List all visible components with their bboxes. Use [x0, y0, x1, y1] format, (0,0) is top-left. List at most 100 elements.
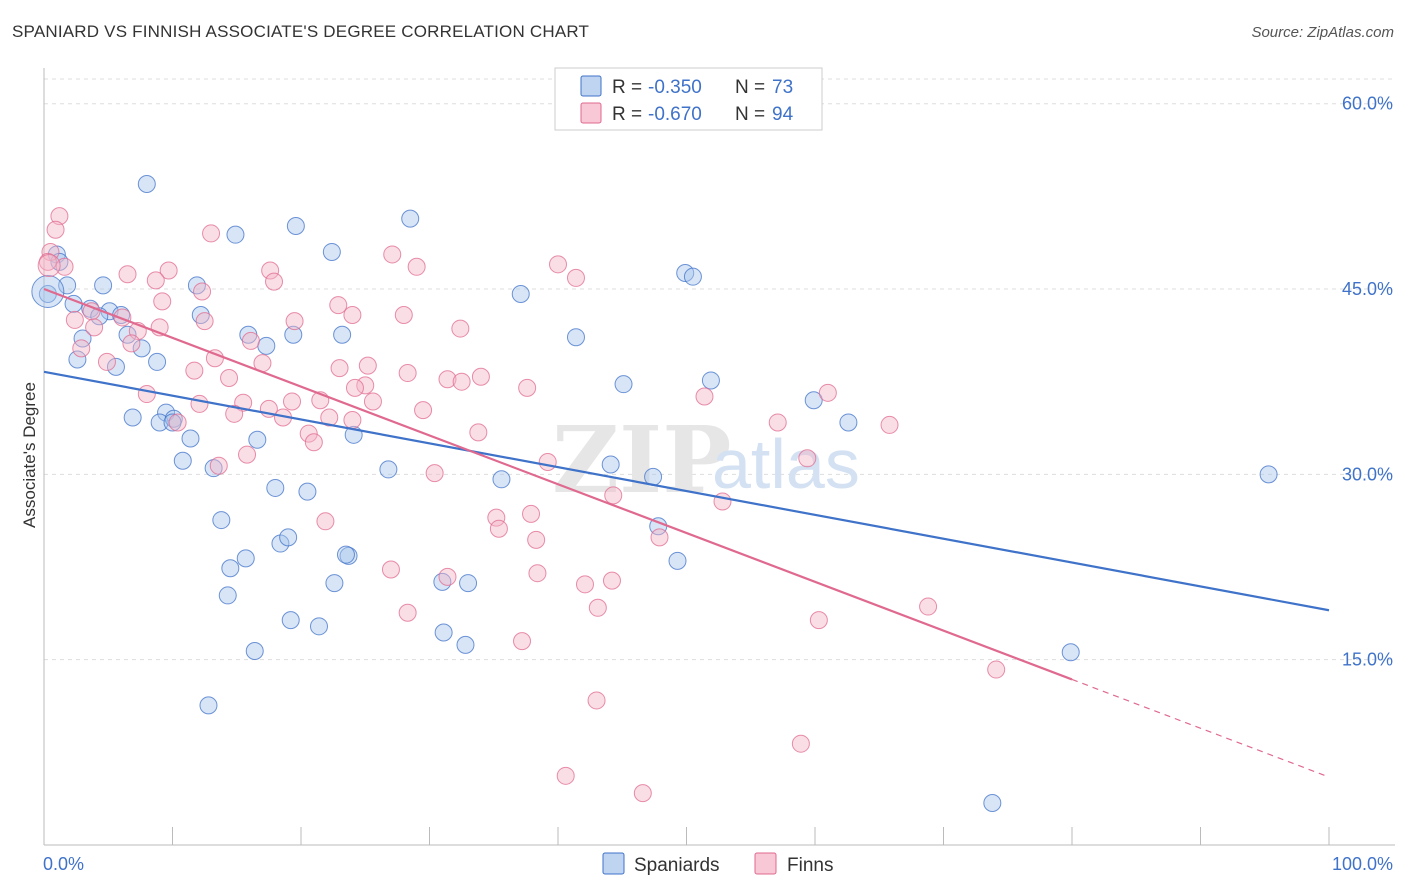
point-finns	[604, 486, 623, 505]
point-finns	[343, 410, 362, 429]
point-finns	[238, 445, 257, 464]
point-finns	[588, 598, 607, 617]
point-spaniards	[286, 217, 305, 236]
point-finns	[549, 255, 567, 274]
point-spaniards	[298, 482, 317, 501]
point-spaniards	[983, 793, 1002, 812]
series-legend-label-finns: Finns	[787, 855, 833, 876]
point-spaniards	[601, 455, 620, 474]
point-finns	[414, 401, 433, 420]
point-finns	[137, 385, 156, 404]
point-spaniards	[236, 549, 255, 568]
point-spaniards	[701, 371, 720, 390]
legend-swatch-spaniards	[580, 75, 602, 97]
point-finns	[113, 308, 132, 327]
point-spaniards	[279, 528, 298, 547]
point-finns	[38, 252, 57, 271]
point-spaniards	[173, 451, 192, 470]
point-finns	[398, 364, 417, 383]
axes	[43, 68, 1395, 846]
point-finns	[356, 376, 375, 395]
legend-r-value: -0.670	[648, 104, 702, 125]
point-finns	[345, 378, 364, 397]
point-spaniards	[226, 225, 245, 244]
point-spaniards	[566, 328, 585, 347]
point-finns	[791, 734, 810, 753]
point-finns	[383, 245, 402, 264]
point-finns	[72, 339, 91, 358]
point-finns	[527, 530, 546, 549]
point-finns	[153, 292, 172, 311]
point-finns	[168, 413, 187, 432]
point-finns	[650, 528, 669, 547]
point-spaniards	[434, 623, 453, 642]
point-spaniards	[839, 413, 858, 432]
point-spaniards	[281, 611, 300, 630]
point-finns	[363, 392, 382, 411]
watermark: ZIP atlas	[552, 406, 860, 514]
point-finns	[50, 207, 69, 226]
point-finns	[919, 597, 938, 616]
point-spaniards	[379, 460, 398, 479]
point-finns	[438, 567, 457, 586]
stats-legend: R = -0.350 N = 73 R = -0.670 N = 94	[554, 67, 823, 131]
point-spaniards	[68, 350, 87, 369]
point-spaniards	[218, 586, 237, 605]
point-finns	[602, 571, 621, 590]
point-finns	[394, 305, 413, 324]
point-finns	[118, 265, 137, 284]
point-finns	[522, 504, 541, 523]
point-spaniards	[123, 408, 142, 427]
point-finns	[97, 352, 116, 371]
point-finns	[159, 261, 178, 280]
point-finns	[329, 296, 348, 315]
point-spaniards	[1259, 465, 1278, 484]
point-finns	[381, 560, 400, 579]
point-spaniards	[137, 175, 156, 194]
point-spaniards	[284, 325, 303, 344]
point-finns	[425, 464, 444, 483]
series-legend: Spaniards Finns	[602, 852, 833, 876]
series-legend-swatch-spaniards	[602, 852, 625, 875]
point-finns	[283, 392, 302, 411]
point-finns	[225, 404, 244, 423]
point-spaniards	[333, 325, 352, 344]
point-finns	[202, 224, 221, 243]
point-spaniards	[199, 696, 218, 715]
point-spaniards	[73, 329, 92, 348]
point-finns	[880, 415, 899, 434]
point-spaniards	[401, 209, 420, 228]
watermark-atlas: atlas	[712, 425, 860, 503]
point-finns	[285, 312, 304, 331]
legend-r-label: R =	[612, 77, 642, 98]
point-spaniards	[257, 336, 276, 355]
point-finns	[220, 368, 239, 387]
series-legend-label-spaniards: Spaniards	[634, 855, 720, 876]
point-finns	[209, 456, 228, 475]
point-finns	[261, 261, 280, 280]
point-spaniards	[266, 478, 285, 497]
point-spaniards	[683, 267, 702, 286]
point-finns	[633, 784, 652, 803]
point-spaniards	[248, 430, 267, 449]
point-spaniards	[245, 642, 264, 661]
point-spaniards	[163, 413, 182, 432]
point-finns	[304, 433, 323, 452]
point-spaniards	[106, 357, 125, 376]
trend-line-spaniards	[43, 370, 1330, 612]
point-spaniards	[433, 572, 452, 591]
point-spaniards	[492, 470, 511, 489]
y-axis-label: Associate's Degree	[20, 382, 39, 528]
point-spaniards	[132, 339, 151, 358]
point-spaniards	[94, 276, 113, 295]
point-spaniards	[212, 511, 231, 530]
y-tick-label: 15.0%	[1342, 650, 1393, 670]
point-finns	[452, 372, 471, 391]
point-spaniards	[804, 391, 823, 410]
point-finns	[55, 257, 74, 276]
point-finns	[343, 305, 362, 324]
point-finns	[398, 603, 417, 622]
point-spaniards	[150, 413, 169, 432]
legend-n-label: N =	[735, 77, 765, 98]
